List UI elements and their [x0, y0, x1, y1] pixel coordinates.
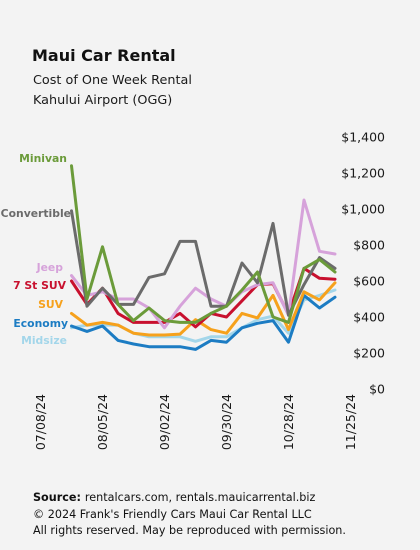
- x-tick-label: 09/02/24: [157, 394, 172, 450]
- chart-subtitle: Cost of One Week Rental: [33, 73, 192, 88]
- legend-label-economy: Economy: [13, 317, 68, 330]
- y-tick-label: $400: [353, 310, 385, 325]
- y-tick-label: $200: [353, 346, 385, 361]
- legend: Minivan Convertible Jeep 7 St SUV SUV Ec…: [1, 152, 71, 347]
- y-tick-label: $1,200: [341, 166, 385, 181]
- x-tick-label: 09/30/24: [219, 394, 234, 450]
- chart-title: Maui Car Rental: [32, 46, 176, 65]
- copyright-line: © 2024 Frank's Friendly Cars Maui Car Re…: [33, 508, 312, 521]
- x-tick-label: 07/08/24: [33, 394, 48, 450]
- legend-label-convertible: Convertible: [1, 207, 71, 220]
- y-tick-label: $0: [369, 382, 385, 397]
- legend-label-suv: SUV: [38, 298, 64, 311]
- x-tick-label: 11/25/24: [343, 394, 358, 450]
- source-label: Source:: [33, 491, 81, 504]
- series-line-suv: [70, 281, 337, 337]
- y-axis: $0 $200 $400 $600 $800 $1,000 $1,200 $1,400: [341, 130, 385, 397]
- series-line-jeep: [70, 198, 337, 330]
- series-line-economy: [70, 293, 337, 351]
- y-tick-label: $1,400: [341, 130, 385, 145]
- y-tick-label: $800: [353, 238, 385, 253]
- source-text: rentalcars.com, rentals.mauicarrental.bi…: [85, 491, 316, 504]
- y-tick-label: $1,000: [341, 202, 385, 217]
- legend-label-7-st-suv: 7 St SUV: [13, 279, 67, 292]
- legend-label-minivan: Minivan: [19, 152, 67, 165]
- legend-label-midsize: Midsize: [21, 334, 67, 347]
- y-tick-label: $600: [353, 274, 385, 289]
- rights-line: All rights reserved. May be reproduced w…: [33, 524, 346, 537]
- x-axis: 07/08/24 08/05/24 09/02/24 09/30/24 10/28/24…: [33, 394, 358, 450]
- plot-area: [70, 164, 337, 351]
- x-tick-label: 10/28/24: [281, 394, 296, 450]
- source-line: Source: rentalcars.com, rentals.mauicarre…: [33, 491, 315, 504]
- series-line-minivan: [70, 164, 337, 324]
- x-tick-label: 08/05/24: [95, 394, 110, 450]
- legend-label-jeep: Jeep: [36, 261, 64, 274]
- chart-subtitle-location: Kahului Airport (OGG): [33, 93, 172, 108]
